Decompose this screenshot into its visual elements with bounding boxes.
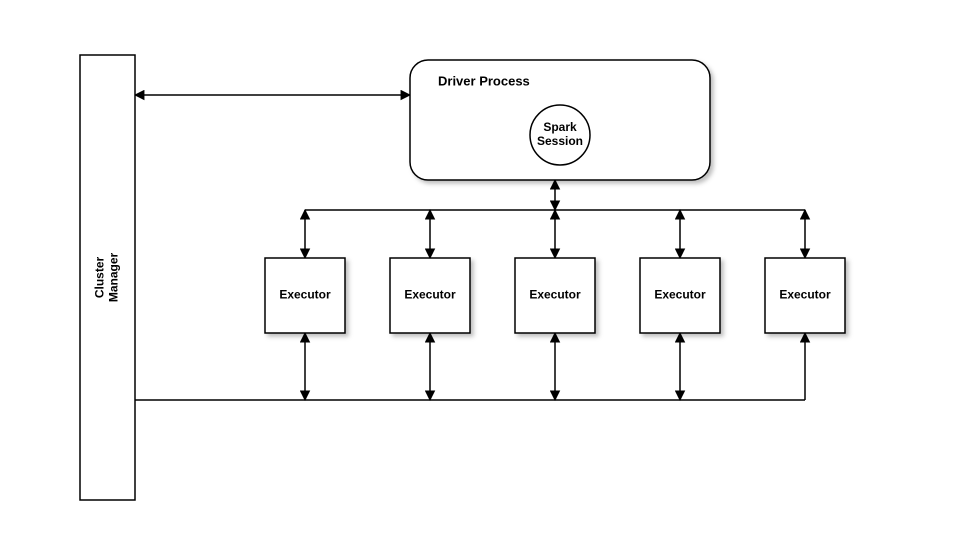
executor-label-3: Executor	[529, 288, 581, 302]
executor-label-4: Executor	[654, 288, 706, 302]
executor-node-1: Executor	[265, 258, 345, 333]
cluster-manager-node: ClusterManager	[80, 55, 135, 500]
executor-node-3: Executor	[515, 258, 595, 333]
executor-label-1: Executor	[279, 288, 331, 302]
cluster-manager-label-1: Cluster	[93, 256, 107, 298]
cluster-manager-label-2: Manager	[107, 253, 121, 303]
driver-process-title: Driver Process	[438, 73, 530, 88]
driver-process-node: Driver Process SparkSession	[410, 60, 710, 180]
spark-session-label-1: Spark	[543, 120, 577, 134]
executor-node-5: Executor	[765, 258, 845, 333]
executor-node-2: Executor	[390, 258, 470, 333]
spark-session-label-2: Session	[537, 134, 583, 148]
executor-label-2: Executor	[404, 288, 456, 302]
executor-node-4: Executor	[640, 258, 720, 333]
executor-label-5: Executor	[779, 288, 831, 302]
